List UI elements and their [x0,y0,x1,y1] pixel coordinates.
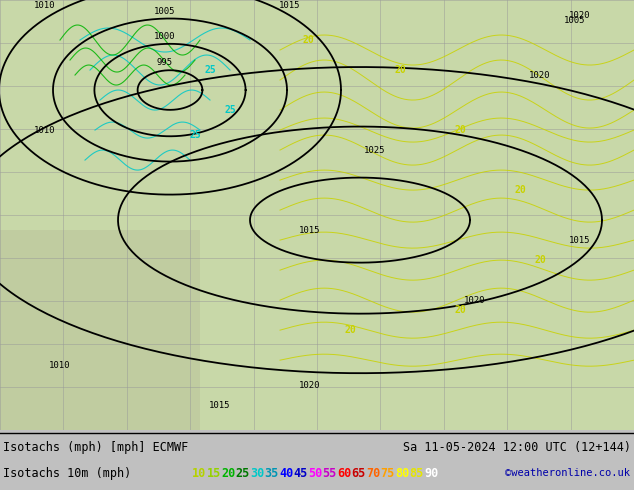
Text: 1015: 1015 [569,236,591,245]
Text: 1005: 1005 [564,16,586,24]
Text: 30: 30 [250,466,264,480]
Text: 65: 65 [351,466,366,480]
Text: 1005: 1005 [154,6,176,16]
Text: 70: 70 [366,466,380,480]
Text: 80: 80 [395,466,410,480]
Text: 15: 15 [207,466,221,480]
Text: Isotachs (mph) [mph] ECMWF: Isotachs (mph) [mph] ECMWF [3,441,188,454]
Text: 995: 995 [157,58,173,67]
Text: 1020: 1020 [464,295,486,305]
Text: 25: 25 [204,65,216,75]
Text: 55: 55 [323,466,337,480]
Bar [0,230,200,430]
Text: 1015: 1015 [279,0,301,9]
Text: 1010: 1010 [34,125,56,135]
Text: 1015: 1015 [299,225,321,235]
Text: 25: 25 [189,130,201,140]
Text: 1020: 1020 [299,381,321,390]
Text: 35: 35 [264,466,279,480]
Text: 1020: 1020 [529,71,551,79]
Text: 75: 75 [380,466,395,480]
Text: 20: 20 [394,65,406,75]
Text: 50: 50 [308,466,322,480]
Text: 1020: 1020 [569,10,591,20]
Text: Sa 11-05-2024 12:00 UTC (12+144): Sa 11-05-2024 12:00 UTC (12+144) [403,441,631,454]
Text: 20: 20 [221,466,235,480]
Text: 20: 20 [514,185,526,195]
Text: 1025: 1025 [365,146,385,154]
Text: 1010: 1010 [34,0,56,9]
Text: 1015: 1015 [209,401,231,410]
Text: 60: 60 [337,466,351,480]
Text: 20: 20 [302,35,314,45]
Text: 25: 25 [224,105,236,115]
Text: 40: 40 [279,466,294,480]
Text: 25: 25 [235,466,250,480]
Text: ©weatheronline.co.uk: ©weatheronline.co.uk [505,468,630,478]
Text: 85: 85 [410,466,424,480]
Text: 1010: 1010 [49,361,71,369]
Text: 20: 20 [454,305,466,315]
Text: 20: 20 [344,325,356,335]
Text: 10: 10 [192,466,206,480]
Text: 45: 45 [294,466,307,480]
Text: 20: 20 [534,255,546,265]
Text: Isotachs 10m (mph): Isotachs 10m (mph) [3,466,131,480]
Text: 20: 20 [454,125,466,135]
Text: 1000: 1000 [154,32,176,41]
Text: 90: 90 [424,466,438,480]
